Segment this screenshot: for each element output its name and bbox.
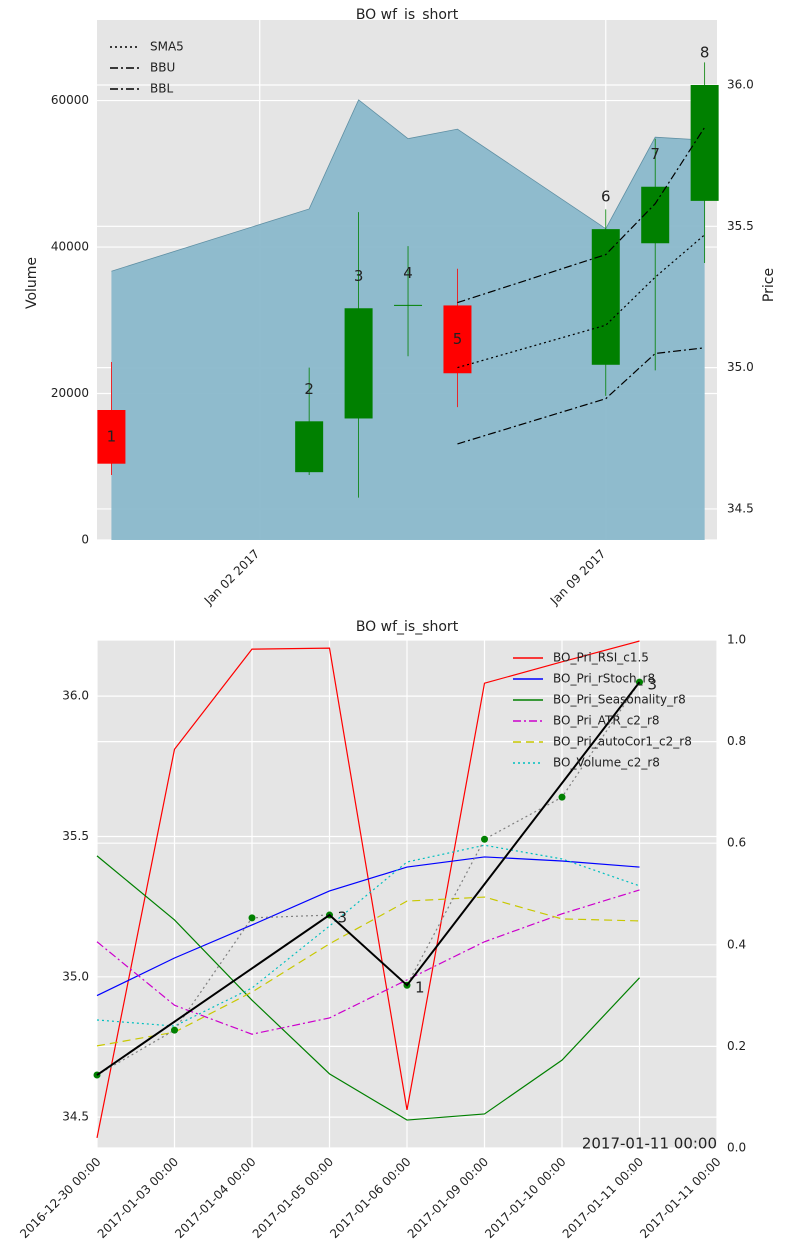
y2-tick-label: 35.5 bbox=[727, 219, 754, 233]
y-tick-label: 35.0 bbox=[62, 969, 89, 983]
x-tick-label: 2017-01-09 00:00 bbox=[405, 1155, 491, 1241]
chart-title: BO wf_is_short bbox=[356, 619, 459, 635]
y-tick-label: 36.0 bbox=[62, 689, 89, 703]
point-label: 3 bbox=[648, 676, 658, 694]
candle-label: 4 bbox=[403, 264, 413, 282]
series-line bbox=[96, 896, 640, 1047]
y-tick-label: 40000 bbox=[51, 240, 89, 254]
y2-tick-label: 0.6 bbox=[727, 836, 746, 850]
x-tick-label: Jan 02 2017 bbox=[201, 547, 262, 608]
legend-label: SMA5 bbox=[150, 40, 184, 54]
legend-label: BO_Pri_autoCor1_c2_r8 bbox=[553, 735, 692, 749]
y2-tick-label: 0.2 bbox=[727, 1039, 746, 1053]
candle-body bbox=[591, 229, 620, 365]
chart-title: BO wf_is_short bbox=[356, 7, 459, 23]
series-line bbox=[457, 127, 706, 304]
x-tick-label: 2016-12-30 00:00 bbox=[17, 1155, 103, 1241]
y-tick-label: 60000 bbox=[51, 93, 89, 107]
candle-label: 1 bbox=[107, 427, 117, 445]
y2-tick-label: 0.4 bbox=[727, 937, 746, 951]
candle-body bbox=[641, 186, 670, 244]
legend-label: BO_Pri_RSI_c1.5 bbox=[553, 651, 649, 665]
x-tick-label: 2017-01-05 00:00 bbox=[250, 1155, 336, 1241]
series-line bbox=[457, 347, 705, 445]
legend-label: BO_Pri_Seasonality_r8 bbox=[553, 693, 686, 707]
series-line bbox=[96, 856, 640, 997]
y2-tick-label: 35.0 bbox=[727, 360, 754, 374]
x-tick-label: 2017-01-11 00:00 bbox=[637, 1155, 723, 1241]
volume-outline bbox=[111, 99, 705, 272]
point-marker bbox=[248, 914, 256, 922]
legend-label: BO_Pri_rStoch_r8 bbox=[553, 672, 655, 686]
series-line bbox=[96, 889, 640, 1035]
x-tick-label: 2017-01-06 00:00 bbox=[327, 1155, 413, 1241]
x-tick-label: Jan 09 2017 bbox=[547, 547, 608, 608]
point-marker bbox=[171, 1026, 178, 1034]
x-tick-label: 2017-01-11 00:00 bbox=[560, 1155, 646, 1241]
y2-tick-label: 34.5 bbox=[727, 501, 754, 515]
point-marker bbox=[481, 835, 488, 843]
candle-body bbox=[97, 410, 126, 464]
candle-body bbox=[295, 421, 324, 473]
candle-label: 7 bbox=[650, 145, 660, 163]
x-tick-label: 2017-01-04 00:00 bbox=[172, 1155, 258, 1241]
point-label: 1 bbox=[415, 979, 425, 997]
candle-body bbox=[344, 308, 373, 419]
candle-body bbox=[690, 85, 719, 201]
y2-tick-label: 0.0 bbox=[727, 1141, 746, 1155]
x-tick-label: 2017-01-10 00:00 bbox=[482, 1155, 568, 1241]
legend-label: BO_Volume_c2_r8 bbox=[553, 756, 660, 770]
candle-body bbox=[443, 305, 472, 374]
candle-label: 2 bbox=[304, 380, 314, 398]
y2-tick-label: 36.0 bbox=[727, 78, 754, 92]
y-axis-label: Volume bbox=[24, 257, 40, 309]
candle-label: 8 bbox=[700, 44, 710, 62]
y2-tick-label: 1.0 bbox=[727, 633, 746, 647]
candle-label: 6 bbox=[601, 188, 611, 206]
y-tick-label: 35.5 bbox=[62, 829, 89, 843]
series-line bbox=[96, 855, 640, 1121]
annotation: 2017-01-11 00:00 bbox=[582, 1135, 717, 1153]
y-tick-label: 20000 bbox=[51, 386, 89, 400]
candle-label: 3 bbox=[354, 267, 364, 285]
series-line bbox=[457, 234, 706, 369]
candle-label: 5 bbox=[453, 330, 463, 348]
x-tick-label: 2017-01-03 00:00 bbox=[95, 1155, 181, 1241]
point-marker bbox=[558, 793, 566, 801]
y-tick-label: 0 bbox=[81, 533, 89, 547]
y2-tick-label: 0.8 bbox=[727, 734, 746, 748]
legend-label: BO_Pri_ATR_c2_r8 bbox=[553, 714, 660, 728]
legend-label: BBL bbox=[150, 82, 173, 96]
point-label: 3 bbox=[338, 909, 348, 927]
y2-axis-label: Price bbox=[761, 268, 777, 302]
legend-label: BBU bbox=[150, 61, 175, 75]
series-line bbox=[96, 681, 641, 1076]
y-tick-label: 34.5 bbox=[62, 1110, 89, 1124]
